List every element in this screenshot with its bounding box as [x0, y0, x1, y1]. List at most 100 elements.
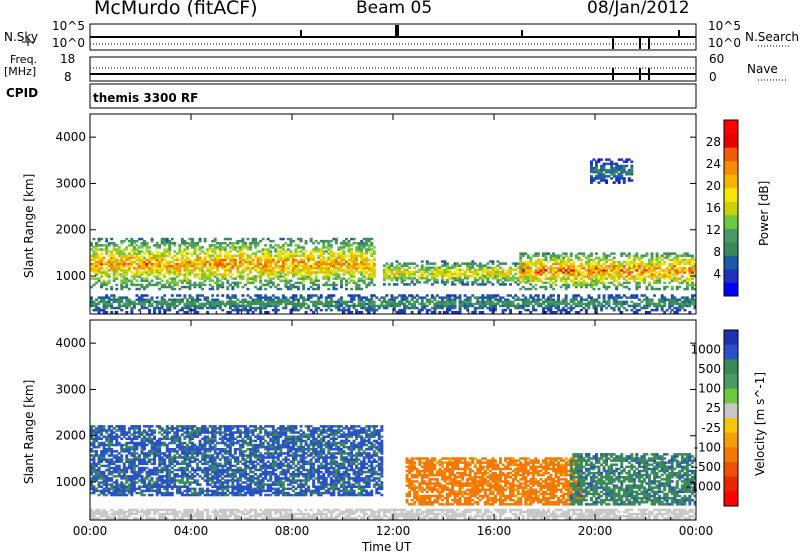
power-cell [597, 260, 601, 264]
power-cell [347, 264, 351, 268]
power-cell [292, 260, 295, 264]
power-cell [150, 254, 154, 257]
power-cell [627, 260, 631, 264]
power-cell [274, 306, 278, 310]
power-cell [650, 300, 654, 304]
power-cell [410, 277, 414, 280]
power-cell [446, 281, 449, 284]
power-cell [590, 166, 593, 170]
power-cell [327, 294, 331, 297]
power-cell [193, 298, 197, 301]
power-cell [428, 302, 432, 306]
power-cell [140, 264, 144, 268]
power-cell [196, 248, 200, 251]
power-cell [188, 300, 192, 304]
power-cell [223, 264, 227, 268]
power-cell [236, 246, 240, 249]
power-cell [312, 254, 316, 257]
power-cell [526, 274, 530, 278]
power-cell [420, 306, 424, 310]
power-cell [261, 258, 265, 262]
power-cell [208, 271, 212, 274]
power-cell [221, 246, 225, 249]
power-cell [542, 281, 545, 285]
power-cell [668, 252, 672, 255]
power-cell [183, 294, 187, 297]
power-cell [590, 300, 593, 304]
power-cell [627, 177, 631, 180]
power-cell [246, 254, 250, 257]
power-cell [178, 252, 182, 255]
nsky-tick-bottom: 10^0 [52, 36, 85, 50]
power-cell [590, 168, 593, 172]
power-cell [226, 285, 230, 289]
power-cell [239, 275, 242, 278]
power-cell [145, 267, 149, 270]
power-cell [203, 237, 207, 241]
power-cell [254, 254, 258, 257]
power-cell [261, 300, 265, 304]
power-cell [112, 267, 116, 270]
power-cell [367, 275, 371, 278]
velocity-cell [100, 443, 104, 447]
power-cell [678, 258, 682, 262]
velocity-cell [140, 431, 144, 434]
power-cell [329, 298, 333, 301]
power-cell [451, 306, 455, 310]
power-cell [183, 250, 187, 253]
power-cell [309, 281, 313, 285]
power-cell [120, 296, 124, 299]
power-cell [617, 158, 621, 161]
power-cell [289, 264, 293, 268]
power-cell [307, 254, 311, 257]
velocity-cell [148, 425, 152, 428]
power-cell [132, 256, 136, 260]
power-cell [236, 306, 240, 310]
power-cell [302, 262, 306, 266]
power-cell [117, 254, 121, 257]
velocity-cell [117, 452, 121, 455]
power-cell [539, 298, 543, 301]
power-cell [266, 252, 270, 255]
power-cell [617, 175, 621, 178]
power-cell [163, 300, 167, 304]
power-cell [496, 281, 500, 284]
power-cell [476, 296, 480, 299]
power-cell [519, 252, 523, 255]
power-cell [299, 306, 303, 310]
power-cell [360, 271, 364, 274]
power-cell [213, 267, 217, 270]
power-cell [390, 264, 394, 267]
power-cell [213, 258, 217, 262]
power-cell [158, 260, 162, 264]
power-cell [665, 252, 669, 255]
power-cell [203, 298, 207, 301]
power-cell [352, 275, 356, 278]
power-cell [213, 271, 217, 274]
power-cell [317, 285, 321, 289]
power-cell [536, 298, 540, 301]
power-cell [635, 252, 639, 255]
power-cell [110, 304, 114, 308]
power-cell [223, 256, 227, 260]
power-cell [271, 298, 275, 301]
power-cell [365, 308, 369, 312]
power-cell [223, 250, 227, 253]
power-cell [246, 279, 250, 282]
power-cell [620, 267, 624, 270]
power-cell [327, 287, 331, 291]
power-cell [292, 258, 295, 262]
power-cell [516, 266, 520, 269]
power-cell [105, 304, 109, 308]
power-cell [458, 274, 462, 278]
power-cell [456, 268, 460, 272]
power-cell [579, 298, 583, 301]
power-cell [536, 269, 540, 272]
power-cell [607, 275, 611, 278]
power-cell [317, 298, 321, 301]
velocity-cell [122, 483, 126, 486]
power-cell [244, 246, 247, 249]
velocity-cell [138, 454, 141, 457]
power-cell [400, 294, 404, 297]
power-cell [294, 260, 298, 264]
